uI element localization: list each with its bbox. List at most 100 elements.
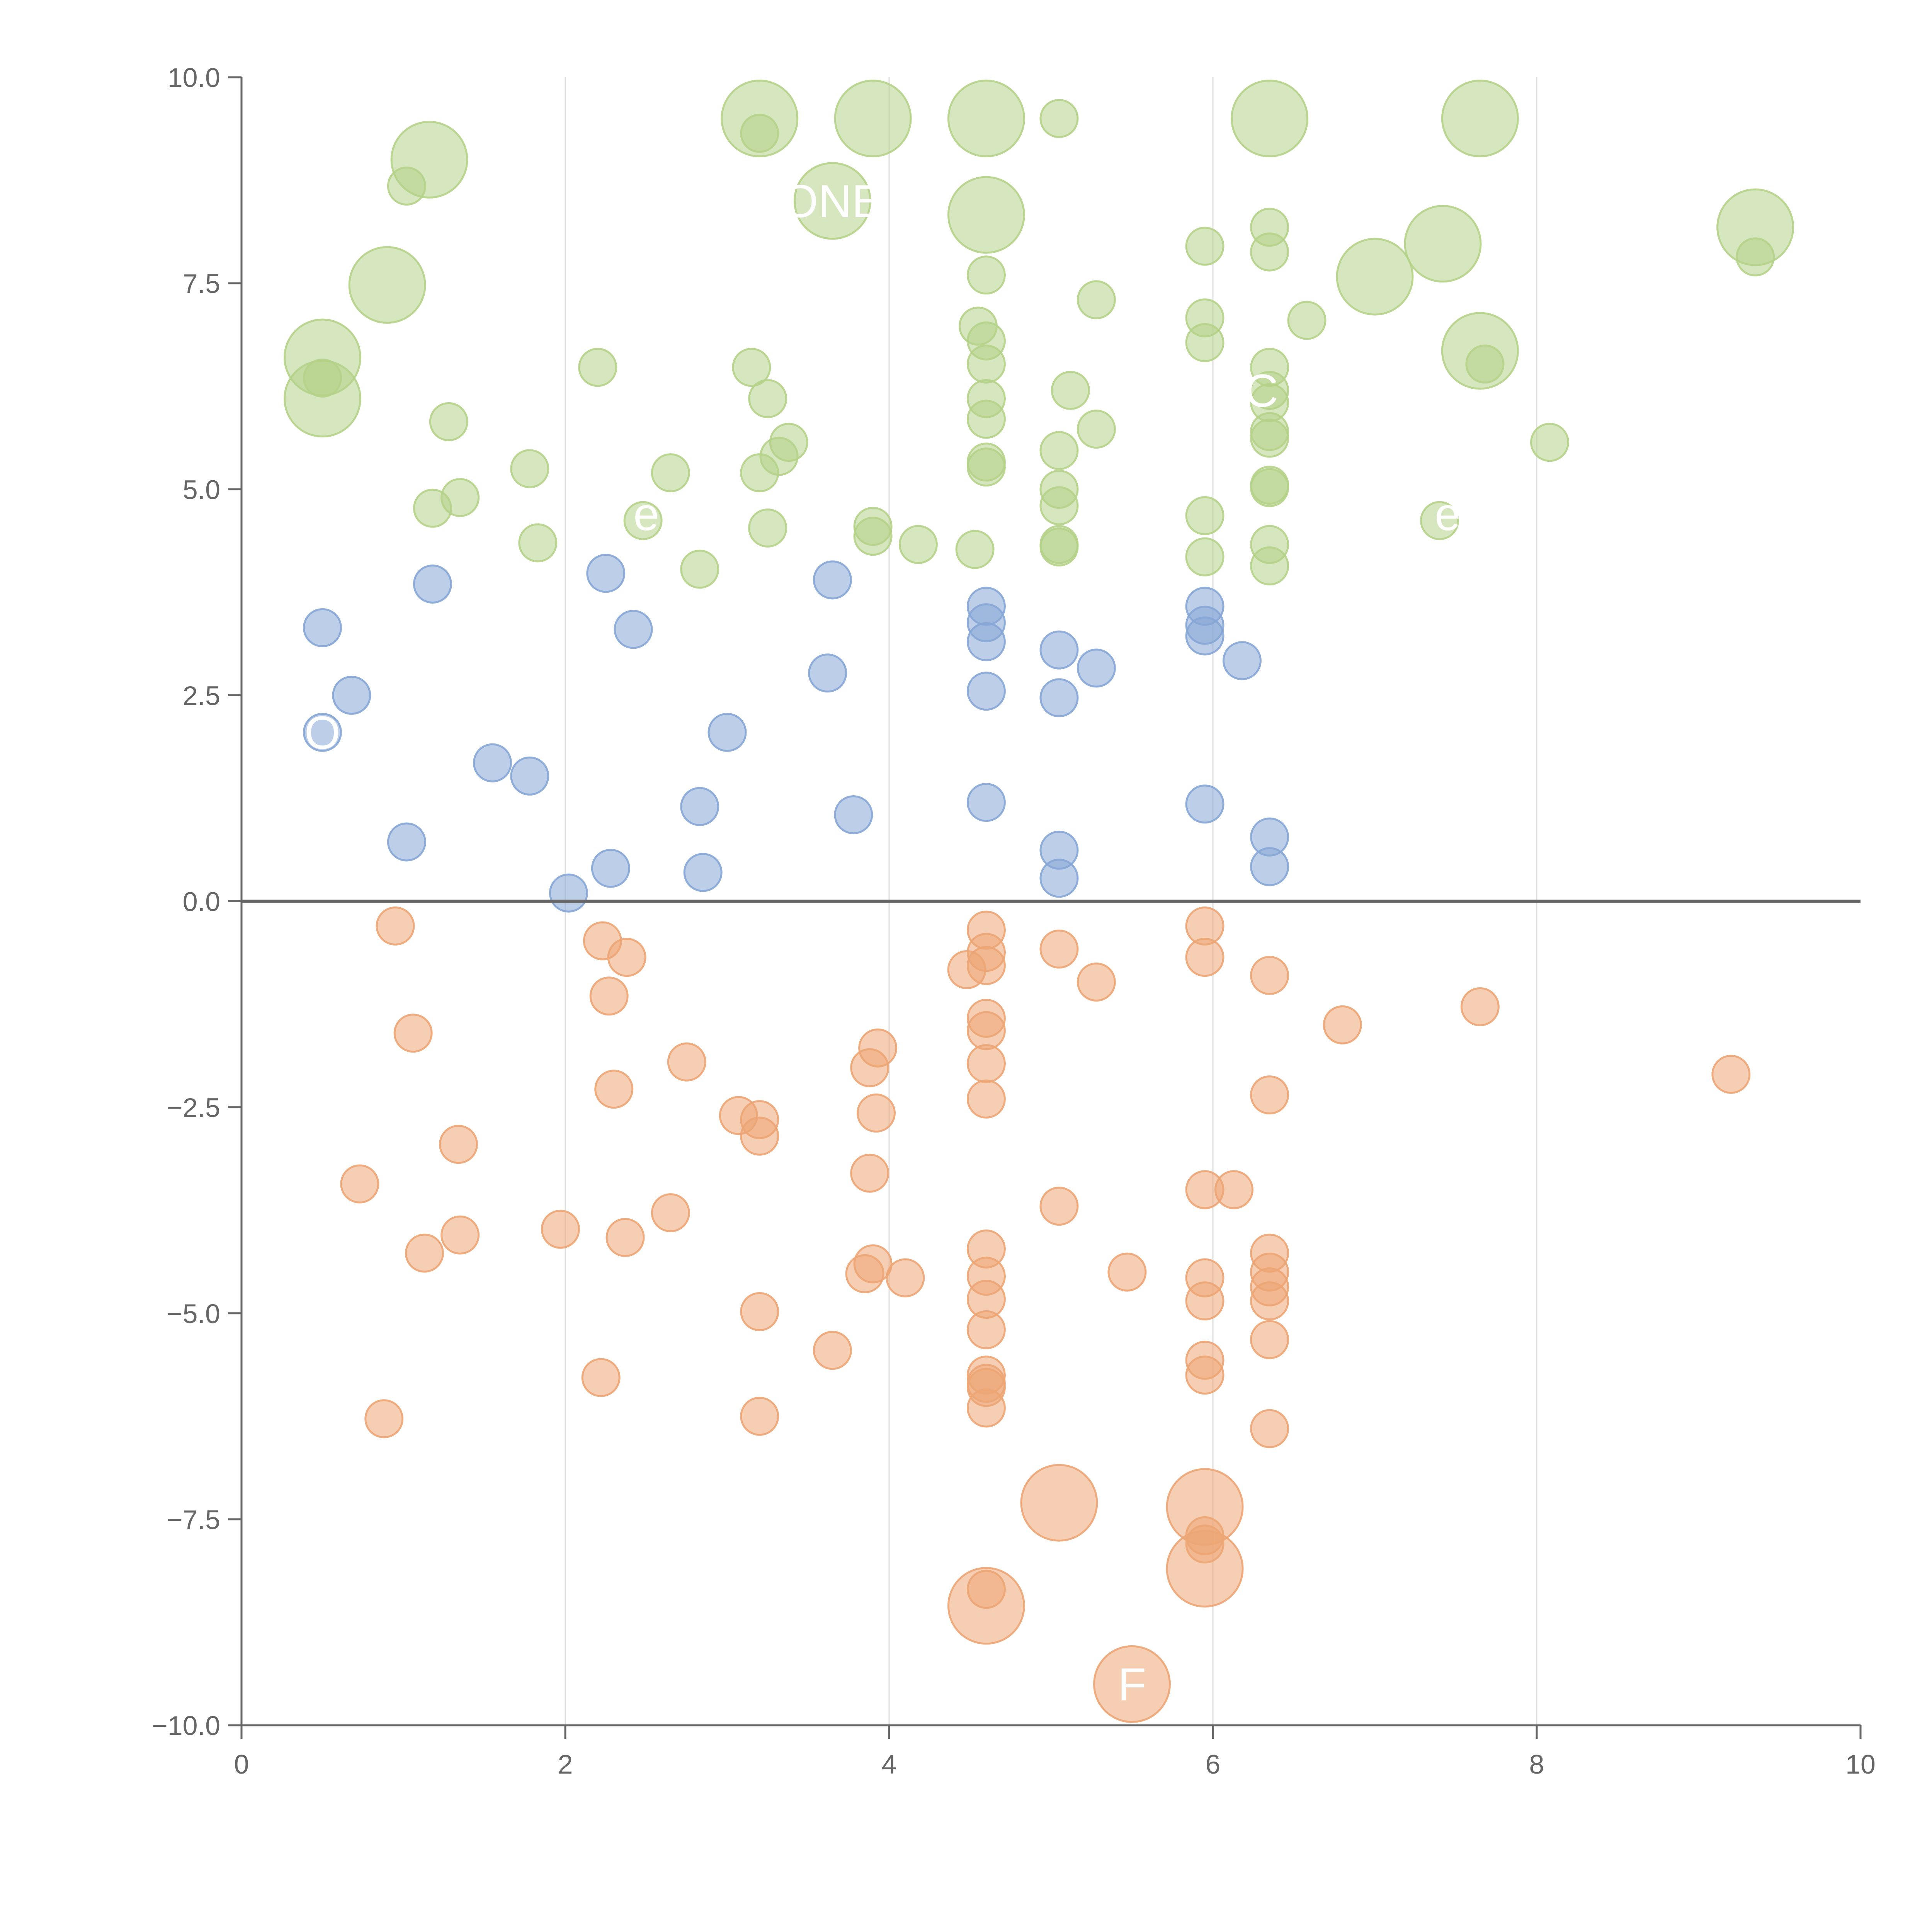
bubble-blue-2 (413, 564, 452, 604)
bubble-orange-20 (966, 1044, 1006, 1083)
bubble-blue-11 (1039, 630, 1079, 670)
bubble-green-44 (1250, 418, 1289, 458)
y-tick-label-0: −10.0 (152, 1711, 220, 1741)
bubble-green-47 (1039, 431, 1079, 470)
x-tick-label-3: 6 (1206, 1749, 1221, 1779)
bubble-orange-24 (1250, 1075, 1289, 1115)
bubble-green-17 (387, 166, 426, 206)
bubble-orange-22 (1711, 1054, 1751, 1094)
bubble-green-71 (955, 530, 995, 569)
bubble-orange-16 (966, 1011, 1006, 1050)
bubble-orange-57 (813, 1331, 852, 1370)
bubble-blue-0 (586, 554, 626, 593)
bubble-orange-9 (947, 950, 986, 989)
bubble-orange-55 (966, 1310, 1006, 1349)
bubble-green-16 (1039, 99, 1079, 138)
bubble-blue-8 (614, 610, 653, 649)
bubble-green-37 (748, 379, 787, 418)
bubble-green-19 (1250, 232, 1289, 272)
bubble-green-55 (1250, 468, 1289, 507)
bubble-blue-7 (303, 608, 342, 648)
bubble-orange-10 (1250, 956, 1289, 995)
bubble-label-5: e (1435, 488, 1461, 540)
bubble-blue-20 (473, 743, 512, 782)
bubble-green-45 (1530, 423, 1570, 462)
bubble-labels: ONE O F Ce e (304, 175, 1461, 1711)
y-tick-label-7: 7.5 (183, 269, 220, 299)
bubble-green-58 (1039, 486, 1079, 526)
x-tick-label-5: 10 (1845, 1749, 1876, 1779)
bubble-green-36 (1051, 371, 1090, 410)
y-tick-label-3: −2.5 (167, 1093, 220, 1123)
bubble-blue-10 (966, 622, 1006, 662)
bubble-label-1: O (304, 707, 340, 759)
bubble-blue-9 (1185, 616, 1225, 656)
bubble-orange-52 (1250, 1281, 1289, 1321)
bubble-orange-64 (966, 1388, 1006, 1428)
bubble-orange-59 (1185, 1355, 1225, 1395)
bubble-green-66 (518, 523, 558, 563)
bubble-green-2 (947, 80, 1025, 158)
bubble-green-33 (578, 348, 617, 387)
x-tick-label-2: 4 (882, 1749, 897, 1779)
bubble-green-62 (1420, 501, 1459, 540)
bubble-green-61 (623, 501, 663, 540)
bubble-green-3 (1231, 80, 1309, 158)
bubble-blue-24 (680, 787, 719, 826)
bubble-blue-14 (808, 653, 847, 693)
bubble-green-28 (1185, 323, 1225, 362)
axes: −10.0 −7.5 −5.0 −2.5 0.0 2.5 5.0 7.5 10.0 0 2 4 6 8 10 (152, 63, 1876, 1779)
bubble-orange-53 (1185, 1281, 1225, 1321)
bubble-blue-12 (1222, 641, 1262, 680)
y-tick-label-1: −7.5 (167, 1505, 220, 1535)
bubble-green-41 (429, 402, 468, 441)
bubble-green-15 (740, 114, 779, 153)
bubble-orange-46 (845, 1254, 884, 1293)
bubble-orange-11 (1077, 962, 1116, 1002)
bubble-green-11 (1336, 238, 1414, 316)
bubble-label-0: ONE (782, 175, 883, 227)
bubble-label-4: e (633, 488, 659, 540)
bubble-green-21 (1736, 237, 1775, 277)
bubble-orange-31 (850, 1153, 889, 1193)
bubble-orange-6 (607, 938, 646, 977)
bubble-green-50 (966, 447, 1006, 487)
bubble-green-7 (947, 176, 1025, 254)
bubble-orange-42 (405, 1233, 444, 1273)
bubble-green-42 (1077, 410, 1116, 449)
bubble-orange-48 (886, 1258, 925, 1298)
bubble-orange-23 (594, 1070, 634, 1109)
x-tick-label-0: 0 (234, 1749, 249, 1779)
bubble-green-74 (680, 549, 719, 589)
bubble-orange-35 (1039, 1187, 1079, 1226)
bubble-blue-19 (707, 713, 747, 752)
bubble-blue-31 (683, 853, 723, 892)
bubble-green-25 (1287, 301, 1327, 340)
y-tick-label-2: −5.0 (167, 1299, 220, 1329)
bubble-green-73 (1250, 546, 1289, 586)
bubble-green-70 (1039, 527, 1079, 567)
bubble-orange-56 (1250, 1320, 1289, 1359)
bubble-orange-65 (740, 1396, 779, 1436)
bubble-green-29 (1465, 344, 1505, 384)
bubble-green-23 (1077, 280, 1116, 320)
bubble-blue-17 (1039, 678, 1079, 718)
bubble-orange-4 (1039, 929, 1079, 969)
bubble-green-52 (740, 453, 779, 493)
bubble-green-20 (1185, 226, 1225, 266)
bubbles (284, 80, 1794, 1723)
bubble-orange-61 (581, 1358, 621, 1397)
bubble-green-6 (793, 162, 871, 240)
bubble-blue-25 (834, 795, 873, 835)
bubble-orange-36 (651, 1193, 690, 1233)
x-tick-label-1: 2 (558, 1749, 573, 1779)
bubble-orange-67 (1250, 1409, 1289, 1448)
y-tick-label-8: 10.0 (168, 63, 220, 93)
y-tick-label-4: 0.0 (183, 887, 220, 917)
bubble-green-40 (966, 400, 1006, 439)
bubble-blue-27 (387, 822, 426, 862)
bubble-green-60 (1185, 496, 1225, 535)
bubble-green-53 (651, 453, 690, 493)
bubble-blue-22 (966, 783, 1006, 822)
bubble-orange-54 (740, 1292, 779, 1331)
